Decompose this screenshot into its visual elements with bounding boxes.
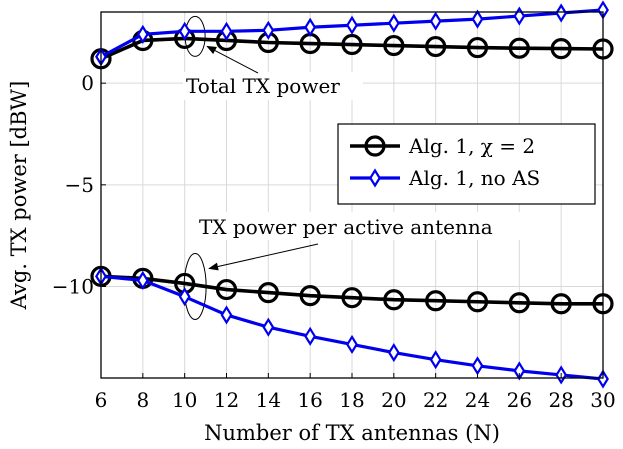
y-axis-label: Avg. TX power [dBW] [7,81,31,311]
legend-marker [364,135,386,157]
x-tick-label: 16 [297,388,322,412]
data-point [429,350,442,370]
annotation-label: TX power per active antenna [199,215,493,239]
annotation-label-bg [195,212,543,240]
axes: 6 8 10 12 14 16 18 20 22 24 26 28 30 0 −5 −10 [52,71,616,412]
legend-label: Alg. 1, χ = 2 [408,134,535,158]
data-point [262,317,275,337]
data-point [597,369,609,389]
y-tick-label: −10 [52,275,94,299]
data-point [471,356,484,376]
data-point [508,292,530,314]
data-point [513,6,526,26]
annotation-label-bg [183,72,363,100]
data-point [341,33,363,56]
legend-marker [369,168,381,188]
legend-label: Alg. 1, no AS [408,166,540,190]
data-point [136,270,149,290]
data-point [508,37,530,59]
x-tick-label: 8 [136,388,149,412]
annotations: Total TX power TX power per active antenn… [183,15,543,320]
data-point [425,290,447,312]
series-line [100,274,603,306]
y-tick-label: 0 [81,71,94,95]
data-point [262,20,275,40]
annotation-arrow [208,243,319,271]
data-point [215,278,238,301]
x-tick-label: 28 [548,388,573,412]
data-point [387,13,400,33]
data-point [383,34,405,57]
x-tick-label: 10 [172,388,197,412]
x-tick-label: 26 [507,388,532,412]
x-tick-label: 6 [95,388,108,412]
x-tick-label: 30 [590,388,615,412]
data-point [304,326,317,346]
data-point [178,21,191,41]
data-point [220,21,233,41]
data-point [471,9,484,29]
x-tick-label: 20 [381,388,406,412]
annotation-label: Total TX power [186,74,340,98]
data-point [341,287,363,309]
data-point [257,282,279,304]
x-axis-label: Number of TX antennas (N) [204,421,500,445]
data-point [178,287,191,307]
x-tick-label: 14 [256,388,281,412]
data-point [346,15,358,35]
data-point [429,11,442,31]
x-tick-label: 22 [423,388,448,412]
annotation-ellipse [184,15,206,57]
x-tick-label: 18 [339,388,364,412]
y-tick-label: −5 [65,173,94,197]
data-point [383,289,405,311]
legend: Alg. 1, χ = 2 Alg. 1, no AS [337,123,596,205]
data-point [425,35,447,58]
data-point [136,24,149,44]
data-point [220,305,233,325]
data-point [466,291,489,313]
x-tick-label: 24 [465,388,490,412]
x-tick-label: 12 [214,388,239,412]
data-point [555,3,568,23]
data-point [550,37,572,60]
data-point [466,36,489,59]
data-point [304,17,317,37]
data-point [299,285,321,307]
data-point [550,293,572,315]
annotation-arrow [206,45,259,74]
data-point [387,342,400,363]
data-point [346,334,358,355]
